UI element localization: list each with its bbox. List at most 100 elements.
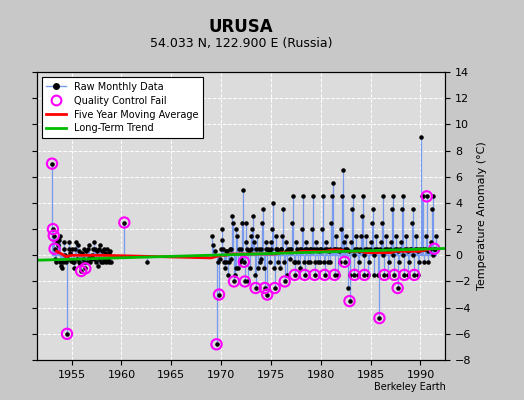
Point bbox=[223, 248, 232, 254]
Point bbox=[241, 278, 249, 285]
Point bbox=[367, 239, 375, 245]
Point bbox=[275, 248, 283, 254]
Point bbox=[304, 259, 312, 265]
Point bbox=[300, 259, 308, 265]
Point bbox=[355, 259, 364, 265]
Point bbox=[414, 248, 422, 254]
Point bbox=[220, 259, 228, 265]
Point bbox=[324, 248, 333, 254]
Point bbox=[319, 193, 327, 200]
Point bbox=[328, 193, 336, 200]
Point bbox=[386, 246, 395, 252]
Point bbox=[237, 246, 246, 252]
Point bbox=[340, 259, 348, 265]
Point bbox=[351, 246, 359, 252]
Point bbox=[426, 246, 434, 252]
Point bbox=[409, 252, 418, 258]
Point bbox=[67, 257, 75, 264]
Point bbox=[394, 248, 402, 254]
Point bbox=[372, 232, 380, 239]
Point bbox=[256, 259, 264, 265]
Point bbox=[382, 232, 390, 239]
Point bbox=[79, 256, 87, 262]
Point bbox=[245, 248, 253, 254]
Point bbox=[212, 341, 221, 348]
Point bbox=[222, 248, 230, 254]
Point bbox=[266, 246, 275, 252]
Point bbox=[60, 239, 68, 245]
Point bbox=[357, 232, 365, 239]
Point bbox=[371, 246, 379, 252]
Point bbox=[99, 259, 107, 265]
Point bbox=[56, 232, 64, 239]
Point bbox=[307, 246, 315, 252]
Point bbox=[270, 265, 278, 272]
Point bbox=[428, 206, 436, 213]
Point bbox=[89, 246, 97, 252]
Point bbox=[253, 232, 261, 239]
Point bbox=[300, 272, 309, 278]
Point bbox=[236, 256, 245, 262]
Point bbox=[64, 246, 73, 252]
Point bbox=[314, 259, 322, 265]
Point bbox=[102, 259, 110, 265]
Point bbox=[94, 262, 102, 269]
Point bbox=[391, 246, 399, 252]
Point bbox=[93, 248, 101, 254]
Point bbox=[244, 278, 253, 285]
Point bbox=[428, 193, 436, 200]
Point bbox=[390, 272, 399, 278]
Point bbox=[260, 265, 268, 272]
Point bbox=[289, 193, 297, 200]
Point bbox=[86, 259, 94, 265]
Point bbox=[348, 193, 357, 200]
Point bbox=[281, 248, 290, 254]
Point bbox=[378, 193, 387, 200]
Point bbox=[418, 193, 427, 200]
Point bbox=[402, 232, 410, 239]
Point bbox=[271, 246, 280, 252]
Point bbox=[241, 278, 249, 285]
Point bbox=[72, 239, 80, 245]
Point bbox=[383, 246, 391, 252]
Point bbox=[54, 242, 62, 248]
Point bbox=[374, 272, 382, 278]
Point bbox=[389, 252, 398, 258]
Point bbox=[259, 206, 267, 213]
Point bbox=[417, 134, 425, 141]
Point bbox=[51, 256, 60, 262]
Point bbox=[257, 246, 266, 252]
Point bbox=[379, 252, 388, 258]
Point bbox=[226, 256, 235, 262]
Point bbox=[358, 193, 367, 200]
Point bbox=[101, 250, 110, 256]
Point bbox=[58, 265, 66, 272]
Point bbox=[50, 232, 58, 239]
Point bbox=[315, 259, 324, 265]
Point bbox=[410, 272, 419, 278]
Point bbox=[209, 242, 217, 248]
Point bbox=[208, 232, 216, 239]
Point bbox=[247, 232, 256, 239]
Point bbox=[285, 248, 293, 254]
Point bbox=[91, 246, 100, 252]
Point bbox=[64, 256, 72, 262]
Point bbox=[398, 206, 406, 213]
Point bbox=[375, 315, 384, 321]
Point bbox=[286, 246, 294, 252]
Point bbox=[335, 259, 344, 265]
Point bbox=[293, 246, 301, 252]
Title: 54.033 N, 122.900 E (Russia): 54.033 N, 122.900 E (Russia) bbox=[150, 37, 332, 50]
Point bbox=[280, 278, 289, 285]
Point bbox=[388, 193, 397, 200]
Point bbox=[224, 272, 232, 278]
Point bbox=[68, 246, 76, 252]
Point bbox=[327, 219, 335, 226]
Point bbox=[345, 298, 354, 304]
Point bbox=[313, 246, 321, 252]
Point bbox=[261, 246, 270, 252]
Point bbox=[242, 219, 250, 226]
Point bbox=[232, 226, 241, 232]
Point bbox=[291, 259, 300, 265]
Point bbox=[221, 265, 229, 272]
